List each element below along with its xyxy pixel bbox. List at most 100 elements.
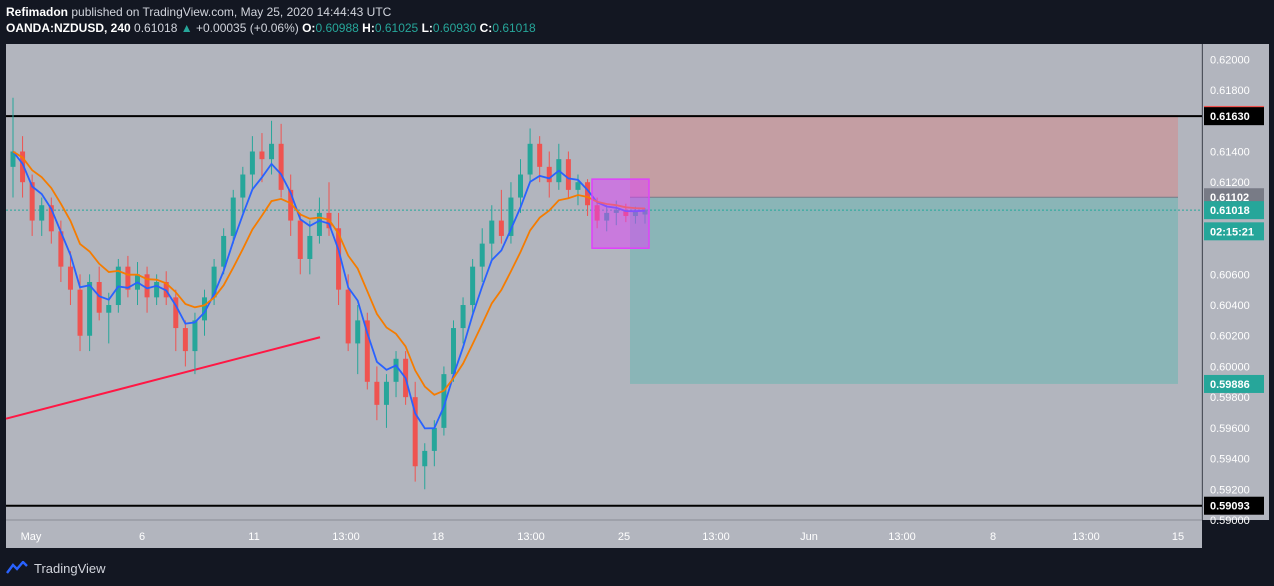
candle[interactable] — [307, 235, 313, 259]
author-name[interactable]: Refimadon — [6, 5, 69, 19]
ohlc-line: OANDA:NZDUSD, 240 0.61018 ▲ +0.00035 (+0… — [6, 20, 536, 36]
price-tag[interactable] — [1204, 496, 1264, 515]
candle[interactable] — [29, 182, 35, 221]
candle[interactable] — [249, 151, 255, 175]
candle[interactable] — [537, 143, 543, 167]
candle[interactable] — [96, 282, 102, 313]
candle[interactable] — [48, 205, 54, 232]
candle[interactable] — [182, 328, 188, 352]
candle[interactable] — [527, 143, 533, 175]
stop-loss-zone[interactable] — [630, 114, 1178, 198]
price-tick-label: 0.61200 — [1210, 177, 1250, 189]
candle[interactable] — [431, 427, 437, 451]
candle[interactable] — [278, 143, 284, 190]
footer-brand[interactable]: TradingView — [6, 558, 106, 578]
close-label: C: — [479, 21, 493, 35]
price-tag-label: 0.61630 — [1210, 111, 1250, 123]
candle[interactable] — [20, 151, 26, 183]
candle[interactable] — [297, 220, 303, 259]
candle[interactable] — [460, 305, 466, 329]
candle[interactable] — [221, 235, 227, 267]
price-tick-label: 0.59400 — [1210, 454, 1250, 466]
close-value: 0.61018 — [492, 21, 536, 35]
price-tick-label: 0.60200 — [1210, 331, 1250, 343]
publish-info: published on TradingView.com, May 25, 20… — [71, 5, 392, 19]
candle[interactable] — [508, 197, 514, 236]
candle[interactable] — [39, 205, 45, 221]
candle[interactable] — [211, 266, 217, 298]
price-tag[interactable] — [1204, 107, 1264, 126]
time-tick-label: 11 — [248, 531, 259, 543]
price-tick-label: 0.59800 — [1210, 392, 1250, 404]
candle[interactable] — [154, 282, 160, 298]
time-tick-label: May — [21, 531, 42, 543]
time-tick-label: 15 — [1172, 531, 1184, 543]
price-tag-label: 0.59093 — [1210, 501, 1250, 513]
candle[interactable] — [240, 174, 246, 198]
price-tick-label: 0.62000 — [1210, 54, 1250, 66]
price-tick-label: 0.60600 — [1210, 269, 1250, 281]
candle[interactable] — [470, 266, 476, 306]
price-tag[interactable] — [1204, 374, 1264, 393]
candle[interactable] — [575, 182, 581, 190]
price-tag-label: 02:15:21 — [1210, 226, 1254, 238]
up-arrow-icon: ▲ — [180, 21, 193, 35]
candle[interactable] — [422, 450, 428, 467]
candle[interactable] — [585, 182, 591, 206]
candle[interactable] — [288, 189, 294, 221]
time-tick-label: 8 — [990, 531, 996, 543]
candle[interactable] — [106, 305, 112, 313]
candle[interactable] — [144, 274, 150, 298]
price-tick-label: 0.59600 — [1210, 423, 1250, 435]
candle[interactable] — [202, 297, 208, 321]
candle[interactable] — [77, 289, 83, 336]
candle[interactable] — [67, 266, 73, 290]
candle[interactable] — [355, 320, 361, 344]
candle[interactable] — [565, 159, 571, 190]
candle[interactable] — [269, 143, 275, 160]
publish-line: Refimadon published on TradingView.com, … — [6, 4, 536, 20]
candle[interactable] — [345, 289, 351, 344]
candle[interactable] — [498, 220, 504, 236]
open-value: 0.60988 — [315, 21, 359, 35]
time-tick-label: 13:00 — [888, 531, 916, 543]
candle[interactable] — [192, 320, 198, 352]
candle[interactable] — [336, 228, 342, 290]
candle[interactable] — [383, 381, 389, 405]
candle[interactable] — [125, 266, 131, 290]
highlight-box[interactable] — [591, 178, 650, 249]
candle[interactable] — [374, 381, 380, 405]
candle[interactable] — [393, 358, 399, 382]
candle[interactable] — [316, 212, 322, 236]
candle[interactable] — [441, 374, 447, 428]
candle[interactable] — [412, 397, 418, 467]
candle[interactable] — [450, 328, 456, 375]
high-label: H: — [362, 21, 375, 35]
candle[interactable] — [364, 320, 370, 382]
candle[interactable] — [546, 166, 552, 183]
time-tick-label: Jun — [800, 531, 818, 543]
high-value: 0.61025 — [374, 21, 419, 35]
time-axis[interactable] — [6, 520, 1202, 548]
plot-area[interactable] — [6, 44, 1202, 520]
price-tag[interactable] — [1204, 201, 1264, 220]
take-profit-zone[interactable] — [630, 197, 1178, 384]
price-tag[interactable] — [1204, 222, 1264, 241]
symbol-label[interactable]: OANDA:NZDUSD, 240 — [6, 21, 131, 35]
candle[interactable] — [10, 151, 16, 167]
candle[interactable] — [87, 282, 93, 336]
time-tick-label: 25 — [618, 531, 630, 543]
candle[interactable] — [58, 231, 64, 267]
trend-line[interactable] — [5, 336, 321, 420]
candle[interactable] — [479, 243, 485, 267]
time-tick-label: 13:00 — [517, 531, 545, 543]
candle[interactable] — [489, 220, 495, 244]
price-tick-label: 0.59200 — [1210, 484, 1250, 496]
price-tick-label: 0.61400 — [1210, 146, 1250, 158]
candle[interactable] — [259, 151, 265, 160]
candle[interactable] — [518, 174, 524, 198]
candle[interactable] — [230, 197, 236, 236]
time-tick-label: 18 — [432, 531, 444, 543]
candle[interactable] — [173, 297, 179, 329]
